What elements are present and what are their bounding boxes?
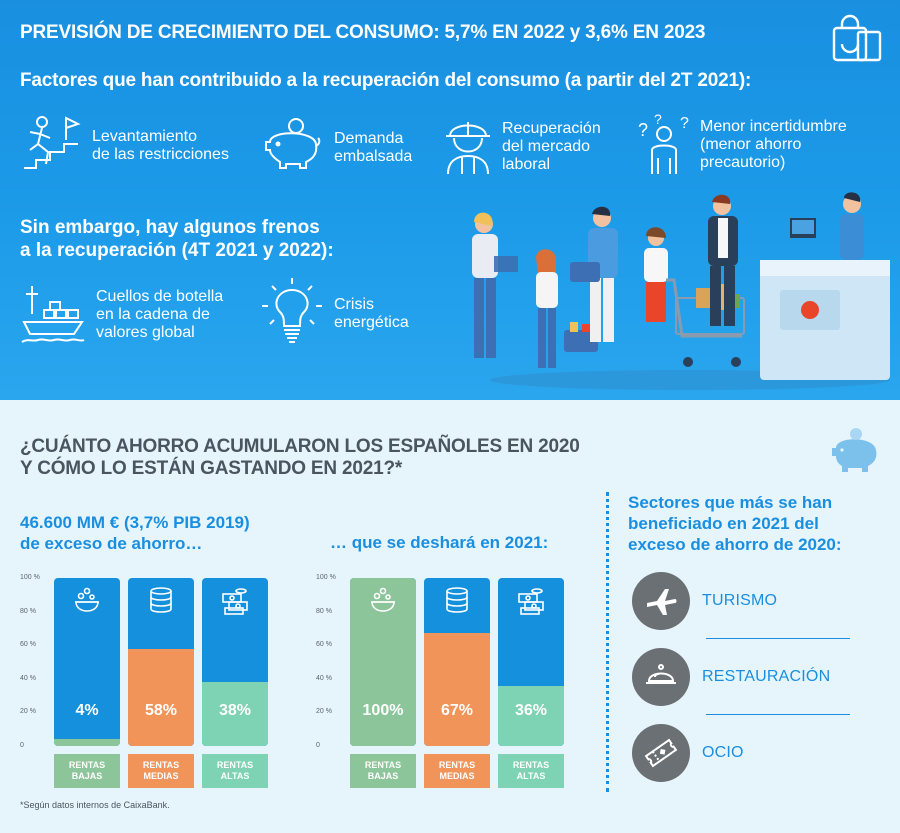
light-bulb-icon xyxy=(262,278,322,343)
bar-fill xyxy=(424,633,490,746)
sector-separator xyxy=(706,638,850,639)
factor-uncertainty: ? ? ? Menor incertidumbre (menor ahorro … xyxy=(636,114,847,176)
y-tick-label: 40 % xyxy=(20,674,36,682)
piggy-bank-coins-icon xyxy=(832,428,877,472)
bar: 67% xyxy=(424,578,490,746)
y-tick-label: 0 xyxy=(316,742,320,749)
bar: 38% xyxy=(202,578,268,746)
brake-text: Cuellos de botella en la cadena de valor… xyxy=(96,288,224,341)
sector-label: TURISMO xyxy=(702,592,778,609)
subtitle-spending-2021: … que se deshará en 2021: xyxy=(330,533,549,552)
brake-supply-chain: Cuellos de botella en la cadena de valor… xyxy=(20,284,223,346)
y-tick-label: 100 % xyxy=(20,574,40,581)
section-divider xyxy=(606,492,609,792)
svg-text:?: ? xyxy=(638,120,648,140)
savings-section: ¿CUÁNTO AHORRO ACUMULARON LOS ESPAÑOLES … xyxy=(0,400,900,833)
factor-text: Demanda embalsada xyxy=(334,130,413,165)
shopping-bags-icon xyxy=(832,14,882,62)
factor-text: Menor incertidumbre (menor ahorro precau… xyxy=(700,118,847,171)
excess-savings-chart: 0 20 % 40 % 60 % 80 % 100 % 4% RENTAS BAJAS 58% R… xyxy=(20,574,300,794)
factor-restrictions: Levantamiento de las restricciones xyxy=(20,112,229,172)
worker-icon xyxy=(446,122,490,175)
coin-purse-icon xyxy=(73,586,101,616)
savings-title: ¿CUÁNTO AHORRO ACUMULARON LOS ESPAÑOLES … xyxy=(20,436,580,479)
y-tick-label: 20 % xyxy=(316,708,332,716)
bar-fill xyxy=(202,682,268,746)
category-label: RENTAS ALTAS xyxy=(202,754,268,788)
money-bills-icon xyxy=(221,586,249,616)
y-tick-label: 0 xyxy=(20,742,24,749)
question-person-icon: ? ? ? xyxy=(638,114,689,174)
coin-purse-icon xyxy=(369,586,397,616)
bar-fill xyxy=(498,685,564,746)
bar-value-label: 36% xyxy=(514,702,548,719)
sector-leisure: OCIO xyxy=(632,724,744,782)
factor-text: Levantamiento de las restricciones xyxy=(92,128,229,163)
running-person-icon xyxy=(24,116,81,169)
supermarket-illustration xyxy=(472,192,890,390)
category-label: RENTAS MEDIAS xyxy=(128,754,194,788)
bar-fill xyxy=(128,648,194,746)
subtitle-excess-savings: 46.600 MM € (3,7% PIB 2019) de exceso de… xyxy=(20,513,250,553)
piggy-bank-icon xyxy=(265,118,321,169)
category-label: RENTAS ALTAS xyxy=(498,754,564,788)
bar: 100% xyxy=(350,578,416,746)
y-tick-label: 60 % xyxy=(316,641,332,649)
bar-fill xyxy=(350,578,416,746)
bar-value-label: 4% xyxy=(75,702,99,719)
money-bills-icon xyxy=(517,586,545,616)
coin-stack-icon xyxy=(147,586,175,616)
forecast-title: PREVISIÓN DE CRECIMIENTO DEL CONSUMO: 5,… xyxy=(20,22,706,43)
y-tick-label: 80 % xyxy=(20,607,36,615)
y-tick-label: 80 % xyxy=(316,607,332,615)
ticket-icon xyxy=(632,724,690,782)
brake-text: Crisis energética xyxy=(334,296,409,331)
savings-spent-2021-chart: 0 20 % 40 % 60 % 80 % 100 % 100% RENTAS BAJAS 67… xyxy=(316,574,596,794)
y-tick-label: 60 % xyxy=(20,641,36,649)
sectors-title: Sectores que más se han beneficiado en 2… xyxy=(628,493,842,554)
sector-restaurants: RESTAURACIÓN xyxy=(632,648,830,706)
factor-text: Recuperación del mercado laboral xyxy=(502,120,601,173)
sector-separator xyxy=(706,714,850,715)
sector-label: OCIO xyxy=(702,744,744,761)
cloche-icon xyxy=(632,648,690,706)
y-tick-label: 40 % xyxy=(316,674,332,682)
sector-tourism: TURISMO xyxy=(632,572,777,630)
bar-fill xyxy=(54,739,120,746)
brake-energy-crisis: Crisis energética xyxy=(260,276,409,348)
bar-value-label: 100% xyxy=(362,702,404,719)
svg-text:?: ? xyxy=(654,114,662,127)
footnote: *Según datos internos de CaixaBank. xyxy=(20,800,170,810)
svg-text:?: ? xyxy=(680,115,689,132)
factors-title: Factores que han contribuido a la recupe… xyxy=(20,70,752,91)
category-label: RENTAS MEDIAS xyxy=(424,754,490,788)
sector-label: RESTAURACIÓN xyxy=(702,668,831,685)
bar-value-label: 38% xyxy=(218,702,252,719)
consumption-forecast-section: PREVISIÓN DE CRECIMIENTO DEL CONSUMO: 5,… xyxy=(0,0,900,400)
cargo-ship-icon xyxy=(21,286,85,343)
bar-value-label: 67% xyxy=(440,702,474,719)
airplane-icon xyxy=(632,572,690,630)
coin-stack-icon xyxy=(443,586,471,616)
factor-labor-market: Recuperación del mercado laboral xyxy=(444,116,601,176)
bar-value-label: 58% xyxy=(144,702,178,719)
category-label: RENTAS BAJAS xyxy=(54,754,120,788)
bar: 58% xyxy=(128,578,194,746)
factor-demand: Demanda embalsada xyxy=(262,116,412,172)
y-tick-label: 100 % xyxy=(316,574,336,581)
bar: 36% xyxy=(498,578,564,746)
bar: 4% xyxy=(54,578,120,746)
y-tick-label: 20 % xyxy=(20,708,36,716)
brakes-title: Sin embargo, hay algunos frenos a la rec… xyxy=(20,217,334,261)
category-label: RENTAS BAJAS xyxy=(350,754,416,788)
